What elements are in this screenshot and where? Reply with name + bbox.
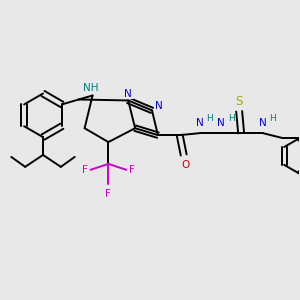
Text: H: H	[269, 114, 276, 123]
Text: F: F	[129, 165, 135, 175]
Text: H: H	[206, 114, 213, 123]
Text: N: N	[124, 88, 132, 98]
Text: S: S	[236, 95, 243, 108]
Text: O: O	[182, 160, 190, 170]
Text: F: F	[106, 189, 111, 199]
Text: N: N	[218, 118, 225, 128]
Text: H: H	[228, 114, 235, 123]
Text: N: N	[155, 101, 163, 111]
Text: F: F	[82, 165, 88, 175]
Text: N: N	[259, 118, 267, 128]
Text: N: N	[196, 118, 203, 128]
Text: NH: NH	[83, 82, 98, 93]
